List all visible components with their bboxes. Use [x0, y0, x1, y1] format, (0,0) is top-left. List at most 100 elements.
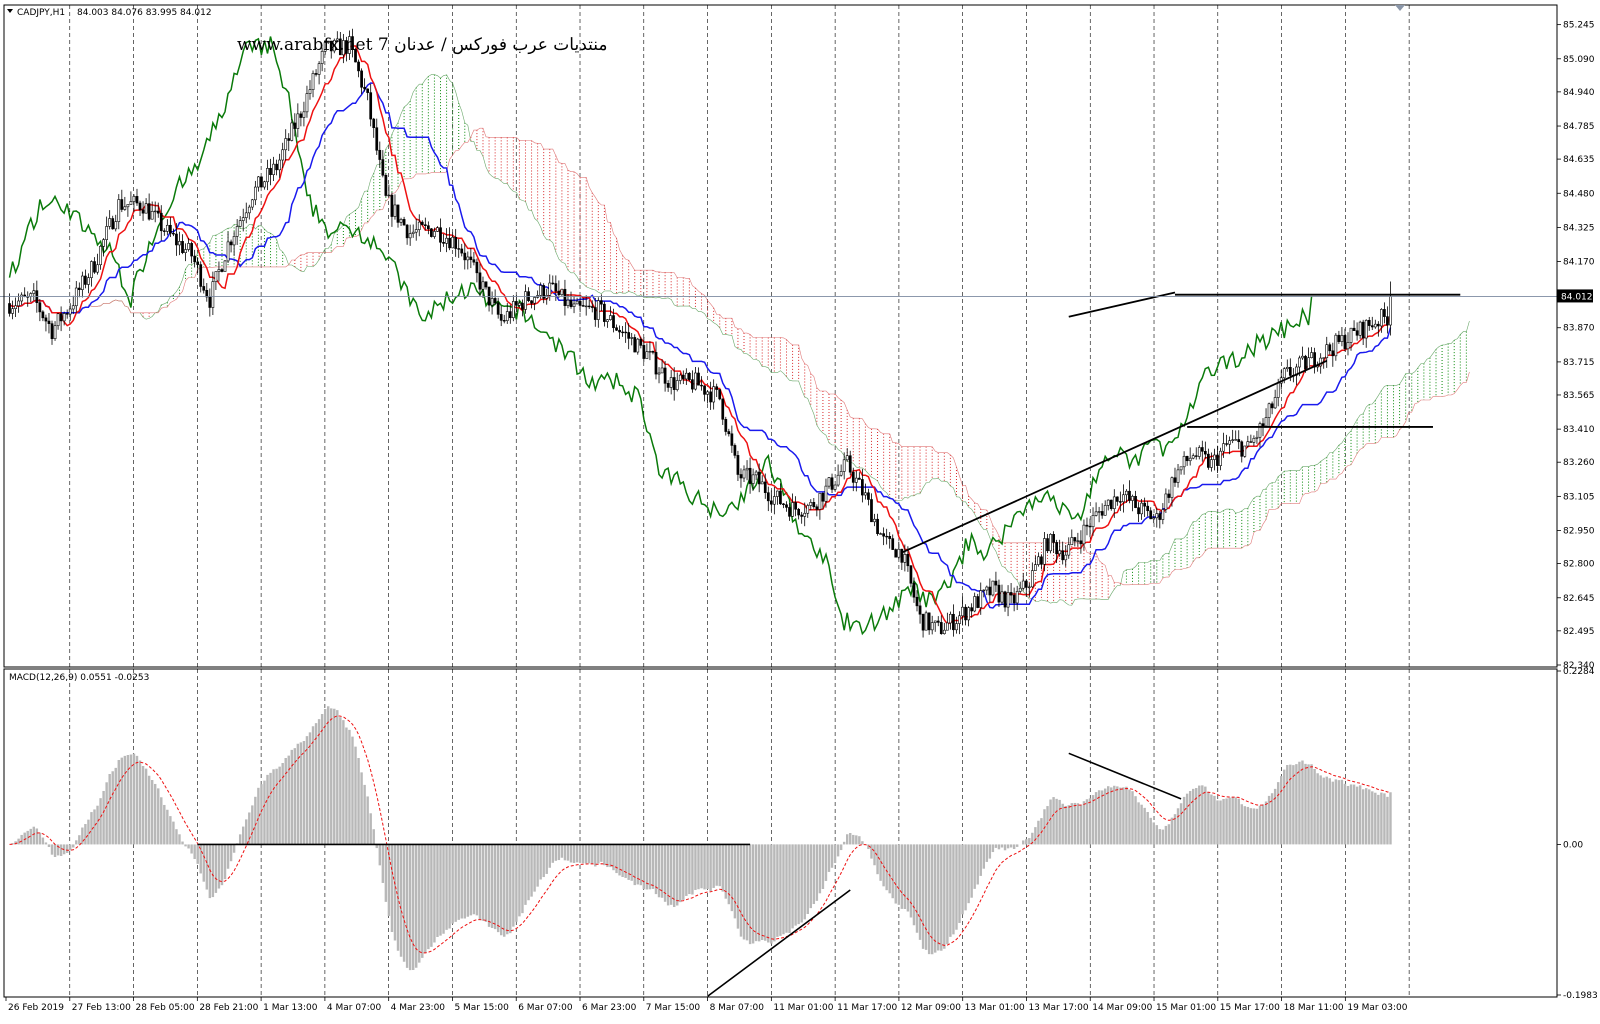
candle-body	[606, 319, 609, 322]
candle-body	[766, 492, 770, 502]
candle-body	[663, 367, 667, 384]
candle-body	[405, 224, 409, 239]
candle-body	[1337, 334, 1341, 342]
dropdown-triangle-icon[interactable]	[7, 9, 13, 13]
candle-body	[296, 113, 300, 129]
candle-body	[11, 308, 14, 314]
candle-body	[642, 345, 646, 359]
candle-body	[542, 285, 546, 299]
candle-body	[357, 61, 360, 72]
candle-body	[1012, 594, 1016, 604]
candle-body	[1203, 451, 1207, 455]
candle-body	[648, 351, 652, 353]
candle-body	[1158, 513, 1162, 520]
candle-body	[785, 504, 788, 508]
macd-axis: 0.2284 0.00 -0.1983	[1557, 667, 1598, 1001]
candle-body	[533, 297, 536, 304]
candle-body	[162, 230, 166, 232]
y-tick-label: 84.325	[1563, 223, 1595, 233]
candle-body	[955, 623, 958, 631]
candle-body	[1076, 540, 1080, 542]
candle-body	[1024, 580, 1028, 588]
candle-body	[1304, 355, 1307, 370]
x-tick-label: 27 Feb 13:00	[72, 1003, 131, 1013]
macd-trendline	[707, 889, 851, 997]
shift-marker-icon[interactable]	[1395, 5, 1405, 11]
candle-body	[129, 201, 133, 205]
candle-body	[612, 315, 615, 329]
candle-body	[77, 287, 81, 290]
candle-body	[372, 118, 376, 129]
candle-body	[942, 629, 946, 635]
candle-body	[994, 580, 998, 586]
x-tick-label: 13 Mar 01:00	[965, 1003, 1025, 1013]
candle-body	[782, 503, 785, 506]
candle-body	[1383, 309, 1386, 317]
candle-body	[1376, 323, 1380, 327]
candle-body	[630, 337, 634, 339]
x-tick-label: 11 Mar 17:00	[837, 1003, 897, 1013]
y-tick-label: 84.170	[1563, 258, 1595, 268]
candle-body	[1249, 441, 1253, 443]
candle-body	[381, 159, 385, 176]
candle-body	[621, 331, 624, 334]
candle-body	[736, 455, 740, 475]
candle-body	[949, 613, 952, 624]
candle-body	[1240, 441, 1244, 457]
candle-body	[688, 372, 691, 380]
candle-body	[657, 372, 661, 375]
candle-body	[609, 315, 612, 321]
candle-body	[1149, 510, 1153, 520]
candle-body	[1091, 515, 1095, 528]
candle-body	[1103, 505, 1107, 516]
candle-body	[800, 514, 804, 517]
candle-body	[499, 314, 503, 321]
candle-body	[848, 455, 852, 473]
y-tick-label: 83.565	[1563, 391, 1595, 401]
candle-body	[436, 227, 439, 232]
y-tick-label: 83.410	[1563, 425, 1595, 435]
candle-body	[596, 300, 600, 320]
candle-body	[876, 518, 879, 535]
candle-body	[554, 283, 558, 292]
candle-body	[924, 612, 928, 631]
candle-body	[1185, 455, 1189, 462]
symbol-label: CADJPY,H1	[17, 8, 65, 18]
candle-body	[229, 241, 233, 246]
candle-body	[369, 92, 373, 120]
candle-body	[915, 596, 919, 607]
candle-body	[1316, 365, 1320, 368]
candle-body	[284, 138, 288, 151]
candle-body	[803, 512, 807, 517]
candle-body	[1073, 537, 1077, 542]
x-tick-label: 19 Mar 03:00	[1347, 1003, 1407, 1013]
y-tick-label: 84.635	[1563, 155, 1595, 165]
candle-body	[590, 306, 594, 308]
candle-body	[730, 433, 734, 446]
chikou-line	[8, 36, 1313, 636]
candle-body	[645, 351, 649, 359]
candle-body	[839, 471, 843, 476]
candle-body	[599, 300, 603, 305]
candle-body	[181, 241, 184, 253]
candle-body	[244, 212, 248, 218]
candle-body	[1128, 490, 1131, 501]
y-tick-label: 82.800	[1563, 560, 1595, 570]
candle-body	[1237, 439, 1241, 443]
candle-body	[490, 298, 494, 306]
candle-body	[1367, 319, 1371, 326]
ichimoku-cloud	[142, 74, 1467, 606]
candle-body	[53, 325, 57, 339]
candle-body	[354, 48, 357, 63]
candle-body	[842, 459, 846, 472]
candle-body	[460, 248, 464, 254]
candle-body	[967, 607, 970, 621]
candle-body	[314, 73, 318, 75]
candle-body	[1094, 511, 1098, 516]
candle-body	[451, 236, 455, 249]
candle-body	[879, 533, 882, 535]
candle-body	[1207, 453, 1210, 468]
candle-body	[830, 477, 834, 490]
